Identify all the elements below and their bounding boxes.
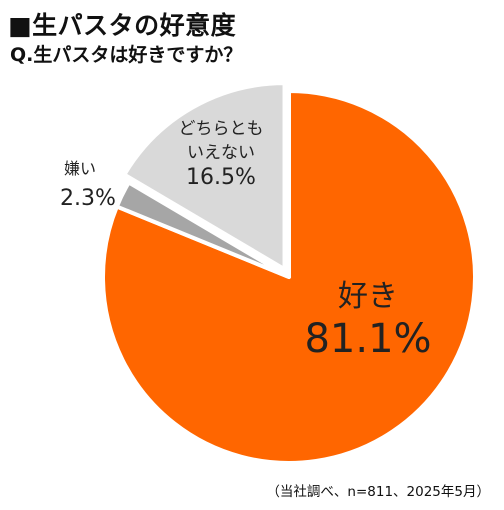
pie-slices: [101, 81, 477, 465]
pie-slice-neutral: [122, 81, 287, 272]
chart-question: Q.生パスタは好きですか？: [10, 44, 243, 66]
slice-value-like: 81.1%: [304, 316, 431, 362]
chart-title: ■生パスタの好意度: [8, 11, 237, 40]
slice-label-neutral-line1: どちらとも: [179, 119, 264, 139]
pie-slice-dislike: [114, 180, 291, 279]
survey-note: （当社調べ、n=811、2025年5月）: [266, 484, 490, 500]
slice-label-dislike: 嫌い: [64, 159, 96, 178]
slice-label-neutral-line2: いえない: [187, 143, 255, 163]
slice-value-neutral: 16.5%: [186, 165, 256, 190]
slice-value-dislike: 2.3%: [60, 186, 116, 211]
slice-label-like: 好き: [338, 279, 398, 314]
